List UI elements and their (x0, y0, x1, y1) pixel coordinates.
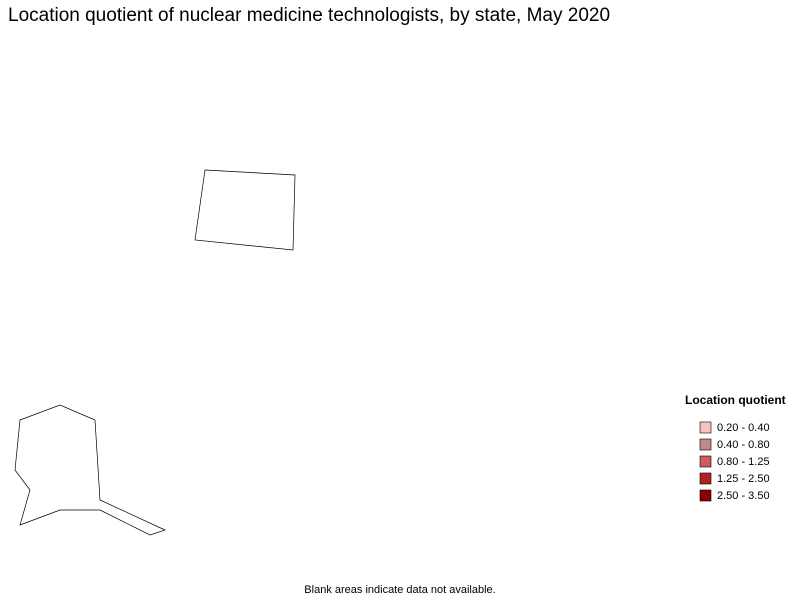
legend-swatch (699, 472, 712, 485)
legend-title: Location quotient (685, 393, 786, 407)
legend-label: 0.80 - 1.25 (717, 456, 770, 468)
map-title: Location quotient of nuclear medicine te… (8, 5, 610, 26)
legend-label: 0.40 - 0.80 (717, 439, 770, 451)
legend-label: 1.25 - 2.50 (717, 473, 770, 485)
legend: 0.20 - 0.40 0.40 - 0.80 0.80 - 1.25 1.25 - … (699, 421, 770, 502)
legend-label: 0.20 - 0.40 (717, 422, 770, 434)
legend-label: 2.50 - 3.50 (717, 490, 770, 502)
blank-state (14, 404, 166, 536)
states (14, 169, 296, 536)
legend-swatch (699, 489, 712, 502)
blank-state (194, 169, 296, 251)
footnote: Blank areas indicate data not available. (304, 584, 495, 596)
legend-swatch (699, 455, 712, 468)
legend-swatch (699, 421, 712, 434)
legend-swatch (699, 438, 712, 451)
